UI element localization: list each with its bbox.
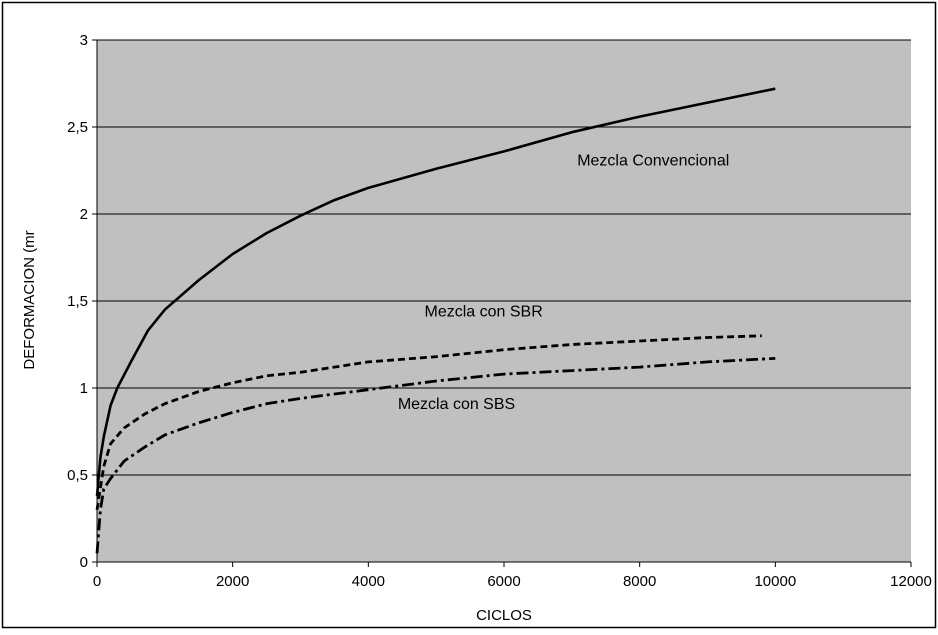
x-tick-label: 0 — [93, 573, 101, 590]
series-annotation: Mezcla Convencional — [577, 152, 729, 169]
y-tick-label: 3 — [80, 32, 88, 49]
x-axis-label: CICLOS — [476, 607, 532, 624]
y-tick-label: 1 — [80, 380, 88, 397]
series-line — [95, 334, 762, 511]
gridlines — [97, 39, 911, 476]
y-axis-label: DEFORMACION (mr — [21, 230, 38, 369]
tick-labels: 0 0,5 1 1,5 2 2,5 3 0 2000 4000 6000 8000 10000 12000 — [67, 32, 932, 590]
y-tick-label: 1,5 — [67, 293, 88, 310]
x-tick-label: 2000 — [216, 573, 249, 590]
x-tick-label: 10000 — [754, 573, 796, 590]
x-tick-label: 6000 — [487, 573, 520, 590]
series-lines — [95, 87, 776, 554]
y-tick-label: 0,5 — [67, 467, 88, 484]
y-tick-label: 2 — [80, 206, 88, 223]
annotations: Mezcla Convencional Mezcla con SBR Mezcla … — [398, 152, 729, 413]
y-tick-label: 0 — [80, 554, 88, 571]
x-tick-label: 4000 — [352, 573, 385, 590]
y-tick-label: 2,5 — [67, 119, 88, 136]
series-line — [95, 87, 776, 497]
series-annotation: Mezcla con SBS — [398, 396, 515, 413]
series-annotation: Mezcla con SBR — [425, 304, 543, 321]
series-line — [95, 357, 776, 554]
x-tick-label: 8000 — [623, 573, 656, 590]
x-tick-label: 12000 — [890, 573, 932, 590]
